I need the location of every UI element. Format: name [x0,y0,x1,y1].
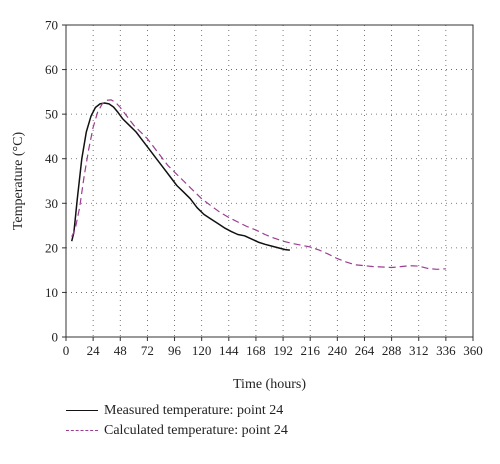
y-tick-label: 70 [45,18,58,33]
series-line-calculated [71,99,446,270]
x-tick-label: 96 [168,343,182,358]
legend-label-measured: Measured temperature: point 24 [104,402,284,418]
x-tick-label: 0 [63,343,70,358]
x-tick-label: 360 [463,343,483,358]
legend-label-calculated: Calculated temperature: point 24 [104,422,288,438]
x-axis-title: Time (hours) [233,377,306,392]
series-line-measured [70,102,290,251]
x-tick-label: 336 [436,343,456,358]
y-axis-title: Temperature (°C) [11,132,26,231]
x-tick-label: 168 [246,343,266,358]
y-tick-label: 60 [45,62,58,77]
legend-swatch-measured [66,410,98,411]
x-tick-label: 216 [300,343,320,358]
y-tick-label: 20 [45,240,58,255]
axis-ticks: 0 24 48 72 96 120 144 168 192 216 240 264 288 312 336 3… [45,18,483,359]
x-tick-label: 264 [355,343,375,358]
y-tick-label: 0 [52,330,59,345]
series-layer [70,99,446,270]
y-tick-label: 30 [45,196,58,211]
x-tick-label: 312 [409,343,429,358]
legend: Measured temperature: point 24 Calculate… [66,401,466,441]
x-tick-label: 288 [382,343,402,358]
x-tick-label: 120 [192,343,212,358]
y-tick-label: 10 [45,285,58,300]
x-tick-label: 144 [219,343,239,358]
line-chart: 0 24 48 72 96 120 144 168 192 216 240 264 288 312 336 3… [11,18,483,393]
x-tick-label: 192 [273,343,293,358]
y-tick-label: 50 [45,107,58,122]
x-tick-label: 48 [114,343,127,358]
legend-item-calculated: Calculated temperature: point 24 [66,421,466,440]
x-tick-label: 240 [328,343,348,358]
y-tick-label: 40 [45,151,58,166]
grid [66,25,473,337]
legend-item-measured: Measured temperature: point 24 [66,401,466,420]
x-tick-label: 24 [87,343,101,358]
legend-swatch-calculated [66,430,98,431]
x-tick-label: 72 [141,343,154,358]
plot-frame [65,24,474,338]
